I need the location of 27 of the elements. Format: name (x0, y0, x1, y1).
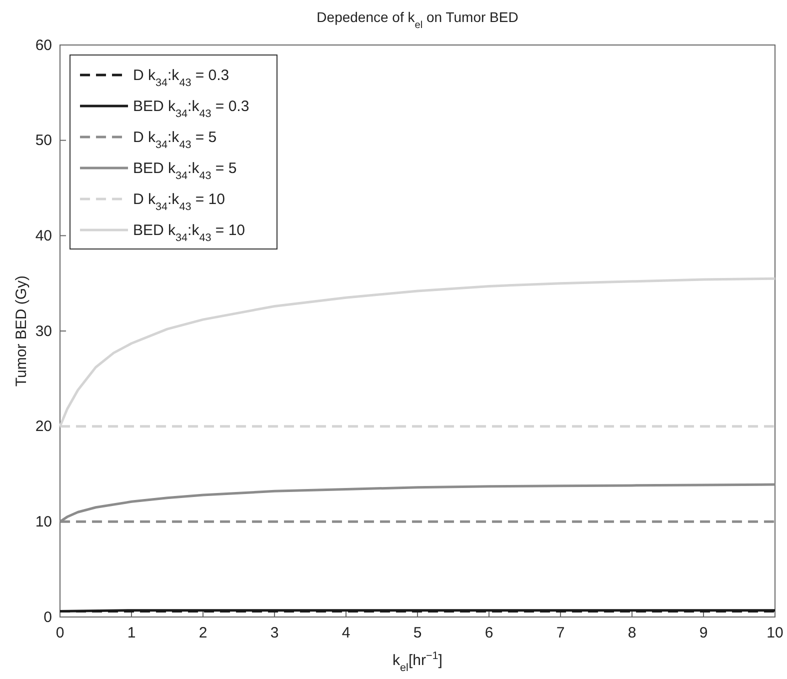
y-tick-label: 60 (35, 36, 52, 54)
chart-title: Depedence of k$_{el}$ on Tumor BED (316, 9, 518, 30)
x-tick-label: 8 (628, 624, 636, 642)
x-tick-label: 7 (556, 624, 565, 642)
y-tick-label: 50 (35, 132, 52, 150)
x-axis-title: k$_{el}$[hr$^{−1}$] (392, 650, 442, 674)
legend-label: D k$_{34}$:k$_{43}$ = 0.3 (133, 67, 230, 89)
x-tick-label: 1 (127, 624, 136, 642)
y-tick-label: 40 (35, 227, 52, 244)
x-tick-label: 6 (484, 624, 494, 642)
x-tick-label: 0 (56, 624, 64, 642)
x-tick-label: 4 (342, 624, 350, 642)
x-tick-label: 5 (413, 624, 422, 642)
x-tick-label: 3 (270, 624, 279, 642)
y-tick-label: 10 (35, 513, 52, 530)
y-tick-label: 20 (35, 418, 52, 436)
y-tick-label: 0 (44, 608, 52, 626)
x-tick-label: 9 (699, 624, 708, 642)
legend-label: D k$_{34}$:k$_{43}$ = 10 (133, 191, 225, 213)
x-tick-label: 2 (198, 624, 208, 642)
y-axis-title: Tumor BED (Gy) (13, 275, 30, 387)
legend-label: BED k$_{34}$:k$_{43}$ = 10 (133, 222, 245, 244)
x-tick-label: 10 (766, 624, 784, 642)
legend-label: BED k$_{34}$:k$_{43}$ = 0.3 (133, 98, 250, 120)
legend-label: D k$_{34}$:k$_{43}$ = 5 (133, 129, 217, 151)
y-tick-label: 30 (35, 322, 52, 340)
legend-label: BED k$_{34}$:k$_{43}$ = 5 (133, 160, 237, 182)
